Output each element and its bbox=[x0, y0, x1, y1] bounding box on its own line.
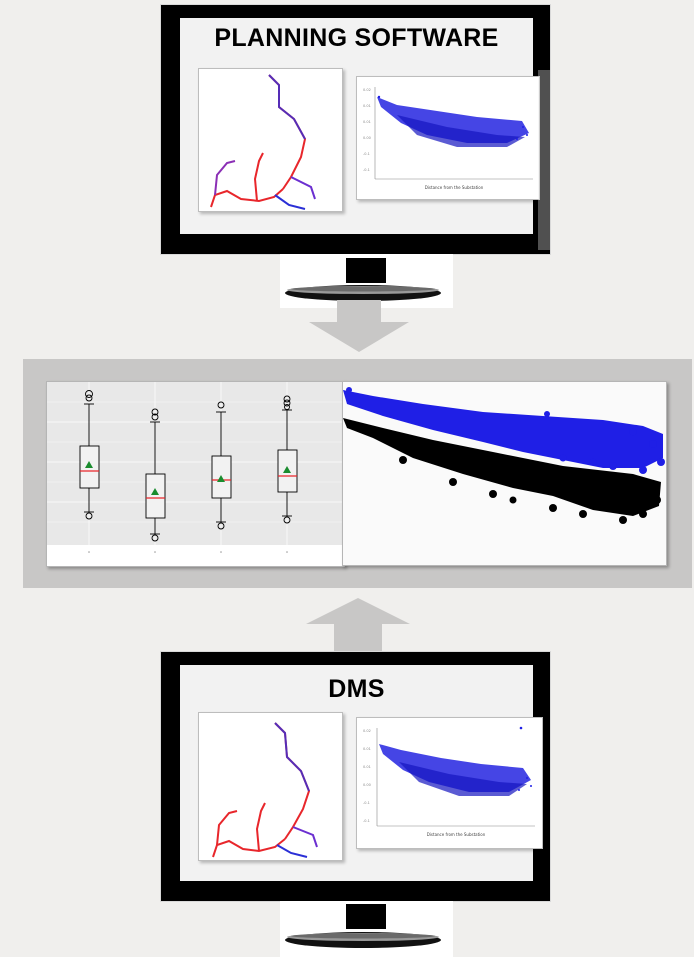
feeder-line bbox=[274, 722, 310, 792]
mean-marker bbox=[85, 461, 93, 468]
feeder-line bbox=[268, 74, 306, 140]
monitor-stand-icon bbox=[346, 258, 386, 283]
svg-text:-0.1: -0.1 bbox=[363, 152, 370, 156]
top-monitor-title: PLANNING SOFTWARE bbox=[214, 24, 499, 52]
scatter-x-axis-label: Distance from the Substation bbox=[425, 185, 484, 190]
svg-text:-0.1: -0.1 bbox=[363, 801, 370, 805]
top-monitor: PLANNING SOFTWARE 0.02 0.01 0.01 0.00 -0.1 -… bbox=[160, 4, 551, 255]
bottom-monitor-stand bbox=[280, 901, 453, 957]
bottom-monitor-screen: DMS 0.02 0.01 0.01 0.00 -0.1 -0.1 bbox=[180, 665, 543, 881]
down-arrow-icon bbox=[309, 300, 409, 352]
feeder-line bbox=[274, 194, 306, 210]
svg-text:0.02: 0.02 bbox=[363, 729, 371, 733]
box-plot-2 bbox=[145, 408, 166, 542]
feeder-line bbox=[276, 844, 308, 858]
scatter-cloud bbox=[377, 97, 529, 143]
scatter-cloud bbox=[379, 744, 531, 792]
svg-text:0.01: 0.01 bbox=[363, 747, 371, 751]
top-scatter-plot: 0.02 0.01 0.01 0.00 -0.1 -0.1 Distance from … bbox=[356, 76, 540, 200]
svg-text:-0.1: -0.1 bbox=[363, 168, 370, 172]
scatter-cloud-blue bbox=[343, 390, 663, 468]
mean-marker bbox=[151, 488, 159, 495]
scatter-x-axis-label: Distance from the Substation bbox=[427, 832, 486, 837]
mean-marker bbox=[217, 475, 225, 482]
feeder-line bbox=[253, 152, 264, 202]
top-monitor-stand bbox=[280, 254, 453, 308]
bottom-scatter-plot: 0.02 0.01 0.01 0.00 -0.1 -0.1 Distance from … bbox=[356, 717, 543, 849]
box-plot-panel bbox=[46, 381, 345, 567]
feeder-line bbox=[210, 188, 284, 208]
svg-text:-0.1: -0.1 bbox=[363, 819, 370, 823]
feeder-line bbox=[214, 160, 236, 196]
scatter-cloud bbox=[397, 115, 525, 147]
svg-text:0.00: 0.00 bbox=[363, 783, 371, 787]
scatter-cloud bbox=[399, 762, 527, 796]
monitor-stand-icon bbox=[346, 904, 386, 929]
feeder-line bbox=[216, 810, 238, 846]
up-arrow-icon bbox=[306, 598, 410, 652]
scatter-cloud-black bbox=[343, 418, 661, 516]
bottom-monitor-title: DMS bbox=[328, 675, 385, 703]
bottom-feeder-map bbox=[198, 712, 343, 861]
top-monitor-screen: PLANNING SOFTWARE 0.02 0.01 0.01 0.00 -0.1 -… bbox=[180, 18, 540, 234]
feeder-line bbox=[290, 176, 316, 200]
bottom-monitor: DMS 0.02 0.01 0.01 0.00 -0.1 -0.1 bbox=[160, 651, 551, 902]
svg-text:0.01: 0.01 bbox=[363, 120, 371, 124]
svg-text:0.01: 0.01 bbox=[363, 104, 371, 108]
svg-text:0.02: 0.02 bbox=[363, 88, 371, 92]
feeder-line bbox=[268, 74, 307, 190]
feeder-line bbox=[255, 802, 266, 852]
analysis-hub bbox=[23, 359, 692, 588]
svg-text:0.00: 0.00 bbox=[363, 136, 371, 140]
feeder-line bbox=[292, 826, 318, 848]
feeder-line bbox=[212, 838, 286, 858]
top-feeder-map bbox=[198, 68, 343, 212]
mean-marker bbox=[283, 466, 291, 473]
feeder-line bbox=[274, 722, 311, 840]
svg-text:0.01: 0.01 bbox=[363, 765, 371, 769]
comparison-scatter-panel bbox=[342, 381, 667, 566]
